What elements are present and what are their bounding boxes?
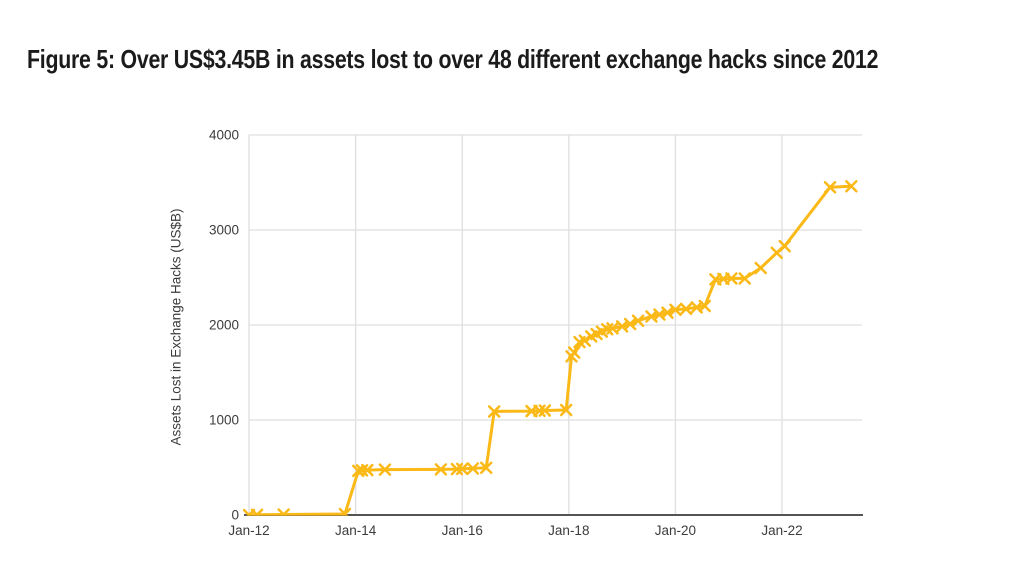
data-point-marker xyxy=(434,463,448,476)
data-point-marker xyxy=(455,462,469,476)
data-point-marker xyxy=(378,463,392,476)
data-point-marker xyxy=(669,303,682,317)
data-point-marker xyxy=(725,272,738,285)
y-tick-label: 0 xyxy=(231,508,239,523)
data-point-marker xyxy=(845,180,858,193)
data-point-marker xyxy=(538,404,552,417)
x-tick-label: Jan-22 xyxy=(761,523,802,538)
data-point-marker xyxy=(361,463,374,477)
y-tick-label: 2000 xyxy=(209,318,239,333)
x-tick-label: Jan-16 xyxy=(442,523,483,538)
data-point-marker xyxy=(606,322,619,335)
data-point-marker xyxy=(578,334,592,347)
data-point-marker xyxy=(559,403,573,417)
data-point-marker xyxy=(277,508,290,516)
data-point-marker xyxy=(479,461,493,475)
data-point-marker xyxy=(754,261,767,275)
y-tick-label: 4000 xyxy=(209,128,239,143)
series-group xyxy=(243,180,858,516)
y-axis-title-text: Assets Lost in Exchange Hacks (US$B) xyxy=(168,208,184,446)
data-point-marker xyxy=(466,462,480,475)
data-point-marker xyxy=(250,508,264,516)
data-point-marker xyxy=(631,314,645,327)
data-point-marker xyxy=(567,346,581,359)
y-tick-label: 3000 xyxy=(209,223,239,238)
data-point-marker xyxy=(487,405,501,418)
x-tick-label: Jan-12 xyxy=(228,523,269,538)
y-tick-label: 1000 xyxy=(209,413,239,428)
series-line xyxy=(247,184,853,516)
data-point-marker xyxy=(679,302,693,316)
line-chart: 0 1000 2000 3000 4000 Jan-12 Jan-14 Jan-16 Jan-1… xyxy=(209,128,863,538)
data-point-marker xyxy=(738,272,751,285)
x-tick-label: Jan-18 xyxy=(548,523,589,538)
data-point-marker xyxy=(338,507,352,516)
data-point-marker xyxy=(778,239,791,253)
chart-region: Assets Lost in Exchange Hacks (US$B) 0 10… xyxy=(0,100,1024,578)
figure-title: Figure 5: Over US$3.45B in assets lost t… xyxy=(27,44,879,74)
x-tick-label: Jan-14 xyxy=(335,523,377,538)
x-tick-label: Jan-20 xyxy=(655,523,696,538)
data-point-marker xyxy=(623,317,637,331)
data-point-marker xyxy=(823,181,837,194)
data-point-marker xyxy=(698,299,712,313)
